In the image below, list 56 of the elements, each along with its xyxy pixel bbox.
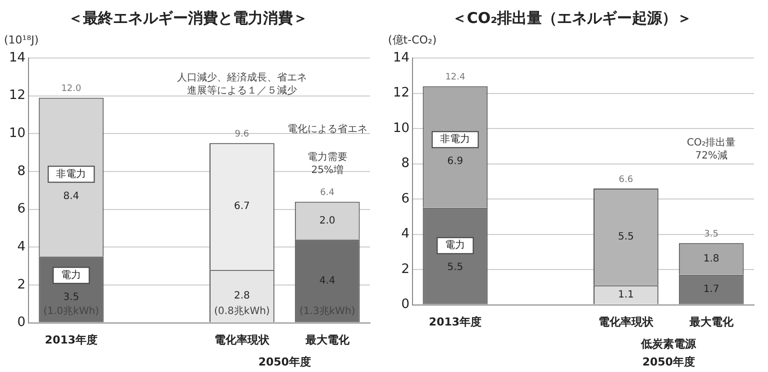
data-label: 5.5: [447, 262, 464, 274]
series-label: 非電力: [440, 133, 470, 146]
y-tick-label: 0: [17, 315, 26, 330]
y-tick-label: 2: [401, 262, 410, 277]
y-tick-label: 8: [17, 164, 26, 179]
y-tick-label: 0: [401, 297, 410, 312]
text: 2050年度: [642, 356, 695, 369]
data-label: 5.5: [618, 232, 634, 243]
y-tick-label: 6: [401, 191, 410, 206]
total-label: 12.4: [445, 72, 466, 83]
x-tick-label: 最大電化: [688, 315, 734, 328]
chart-title: ＜CO₂排出量（エネルギー起源）＞: [452, 8, 692, 27]
data-label: 2.8: [234, 290, 250, 302]
series-label: 非電力: [56, 168, 86, 180]
text: 2050年度: [258, 356, 311, 369]
data-label: 6.7: [234, 201, 250, 212]
x-tick-label: 2013年度: [428, 315, 482, 328]
x-tick-label: 電化率現状: [598, 315, 654, 328]
y-tick-label: 6: [17, 202, 26, 217]
total-label: 9.6: [234, 129, 250, 140]
total-label: 6.4: [320, 188, 335, 198]
data-label: 4.4: [319, 276, 336, 287]
y-tick-label: 10: [392, 120, 410, 136]
y-axis-title: (億t-CO₂): [388, 33, 437, 46]
y-tick-label: 4: [401, 226, 410, 242]
annotation: 電化による省エネ: [287, 123, 368, 136]
x-tick-label: 2013年度: [44, 333, 98, 346]
data-label: 8.4: [63, 190, 80, 202]
y-tick-label: 4: [17, 240, 26, 255]
x-tick-label: 最大電化: [304, 333, 350, 346]
annotation: CO₂排出量72%減: [686, 136, 736, 162]
y-tick-label: 14: [392, 50, 410, 66]
y-tick-label: 12: [8, 88, 26, 104]
y-tick-label: 2: [17, 277, 26, 292]
y-tick-label: 10: [8, 126, 26, 142]
y-tick-label: 14: [8, 50, 26, 66]
total-label: 6.6: [618, 174, 634, 185]
data-label: 6.9: [447, 156, 464, 168]
y-axis-title: (10¹⁸J): [4, 33, 39, 46]
series-label: 電力: [61, 268, 82, 281]
data-label: 1.7: [703, 284, 720, 296]
total-label: 12.0: [61, 84, 82, 94]
x-tick-label: 電化率現状: [214, 333, 270, 346]
annotation: 電力需要25%増: [307, 151, 348, 176]
total-label: 3.5: [704, 229, 718, 240]
data-label: 1.1: [618, 289, 634, 300]
y-tick-label: 12: [392, 86, 410, 101]
data-label: 2.0: [319, 215, 336, 226]
data-label: 3.5: [63, 292, 80, 303]
data-label: 1.8: [703, 254, 720, 265]
y-tick-label: 8: [401, 156, 410, 172]
chart-title: ＜最終エネルギー消費と電力消費＞: [68, 8, 308, 27]
annotation: (0.8兆kWh): [214, 305, 270, 318]
annotation: 人口減少、経済成長、省エネ進展等による１／５減少: [176, 72, 307, 97]
series-label: 電力: [445, 239, 466, 252]
text: 低炭素電源: [640, 338, 698, 351]
